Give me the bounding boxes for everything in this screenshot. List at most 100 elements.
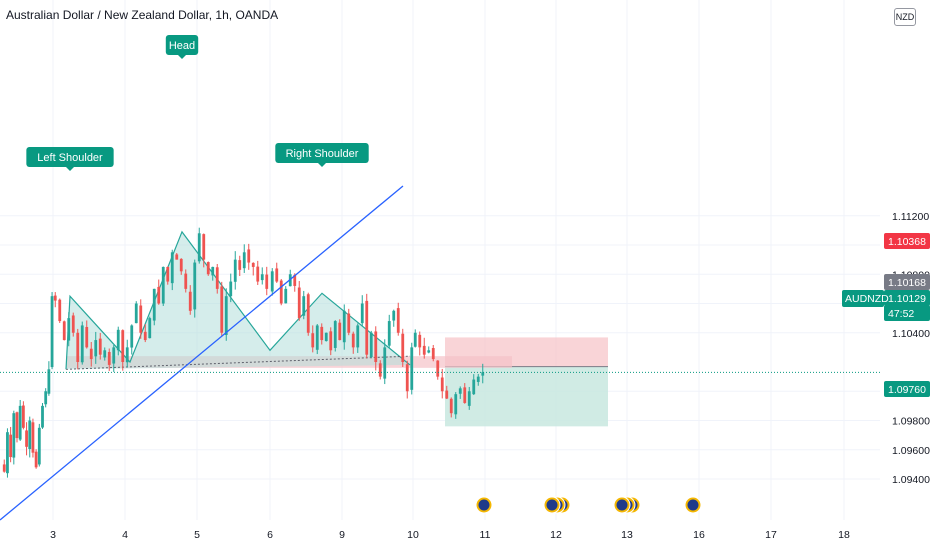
candle-body: [449, 398, 453, 414]
candle-body: [18, 405, 22, 440]
x-tick-label: 12: [550, 529, 562, 541]
event-flag-icon[interactable]: [613, 496, 641, 514]
candle-body: [306, 294, 310, 333]
candle-body: [467, 391, 471, 406]
candle-body: [233, 259, 237, 282]
candle-body: [431, 348, 435, 360]
candle-body: [251, 262, 255, 267]
candle-body: [44, 391, 48, 405]
candle-body: [401, 333, 405, 362]
candle-body: [374, 331, 378, 362]
pattern-label-head[interactable]: Head: [165, 35, 199, 59]
event-flag-icon[interactable]: [475, 496, 493, 514]
candle-body: [170, 252, 174, 284]
candle-body: [293, 274, 297, 286]
candle-body: [356, 325, 360, 348]
neckline[interactable]: [65, 355, 411, 370]
candle-body: [387, 321, 391, 346]
pattern-label-text: Left Shoulder: [37, 152, 103, 164]
price-tag-green: 1.09760: [888, 384, 926, 396]
candle-body: [445, 390, 449, 399]
candle-body: [302, 296, 306, 316]
economic-events[interactable]: [475, 496, 702, 514]
candle-body: [125, 347, 129, 363]
candle-body: [481, 372, 485, 376]
pattern-label-pointer: [178, 55, 186, 59]
trendline[interactable]: [0, 185, 404, 521]
candle-body: [347, 313, 351, 333]
grid: [0, 0, 880, 520]
price-tag-green: 1.10129: [888, 293, 926, 305]
candle-body: [405, 364, 409, 392]
pattern-outline[interactable]: [65, 230, 411, 370]
candle-body: [229, 281, 233, 297]
candle-body: [311, 333, 315, 348]
candle-body: [256, 266, 260, 282]
head-and-shoulders-pattern[interactable]: [65, 230, 411, 370]
candle-body: [410, 347, 414, 390]
y-tick-label: 1.11200: [892, 211, 929, 223]
candle-body: [247, 249, 251, 263]
candle-body: [157, 286, 161, 304]
candle-body: [351, 333, 355, 348]
pattern-label-right-shoulder[interactable]: Right Shoulder: [275, 143, 369, 167]
event-flag-icon[interactable]: [684, 496, 702, 514]
price-tag-bg: [884, 233, 930, 249]
pattern-label-pointer: [318, 163, 326, 167]
candle-body: [107, 351, 111, 365]
candle-body: [47, 369, 51, 394]
price-tag-green: 47:52: [888, 308, 914, 320]
price-tag-bg: [884, 290, 930, 306]
x-tick-label: 4: [122, 529, 128, 541]
candle-body: [279, 280, 283, 304]
candle-body: [193, 262, 197, 310]
candle-body: [34, 451, 38, 468]
chart-title: Australian Dollar / New Zealand Dollar, …: [6, 8, 279, 22]
candle-body: [21, 405, 25, 428]
price-tags: 1.10368 1.10168 1.10129 47:52 1.09760: [884, 233, 930, 397]
price-tag-gray: 1.10168: [888, 277, 926, 289]
candle-body: [197, 233, 201, 262]
candle-body: [378, 363, 382, 377]
event-icon-flag: [478, 499, 490, 511]
pattern-fill: [66, 231, 410, 370]
currency-button[interactable]: NZD: [894, 8, 916, 26]
candle-body: [58, 299, 62, 322]
candle-body: [139, 305, 143, 333]
candle-body: [422, 345, 426, 355]
candle-body: [85, 326, 89, 348]
event-flag-icon[interactable]: [543, 496, 571, 514]
candle-body: [121, 330, 125, 362]
candle-body: [37, 427, 41, 465]
candle-body: [31, 422, 35, 453]
event-icon-flag: [687, 499, 699, 511]
symbol-tag-bg: [842, 290, 884, 307]
y-axis[interactable]: 1.112001.110001.108001.106001.104001.100…: [892, 211, 930, 486]
candle-body: [392, 310, 396, 321]
candle-body: [6, 432, 9, 474]
x-axis[interactable]: 3 4 5 6 9 10 11 12 13 16 17 18: [50, 529, 850, 541]
event-icon-flag: [616, 499, 628, 511]
candle-body: [188, 291, 192, 311]
x-tick-label: 10: [407, 529, 419, 541]
candle-body: [238, 260, 242, 270]
candle-body: [476, 376, 480, 382]
candle-body: [413, 332, 417, 347]
candle-body: [116, 329, 120, 351]
candle-body: [9, 434, 13, 458]
price-tag-bg: [884, 274, 930, 290]
pattern-label-left-shoulder[interactable]: Left Shoulder: [26, 147, 114, 171]
candle-body: [463, 387, 467, 403]
event-icon-flag: [546, 499, 558, 511]
candle-body: [175, 254, 179, 260]
candle-body: [2, 464, 6, 472]
candle-body: [103, 350, 107, 358]
candle-body: [148, 318, 152, 339]
candle-body: [458, 388, 462, 394]
x-tick-label: 6: [267, 529, 273, 541]
candles: [2, 227, 485, 478]
candle-body: [333, 321, 337, 348]
take-profit-zone[interactable]: [445, 366, 608, 427]
